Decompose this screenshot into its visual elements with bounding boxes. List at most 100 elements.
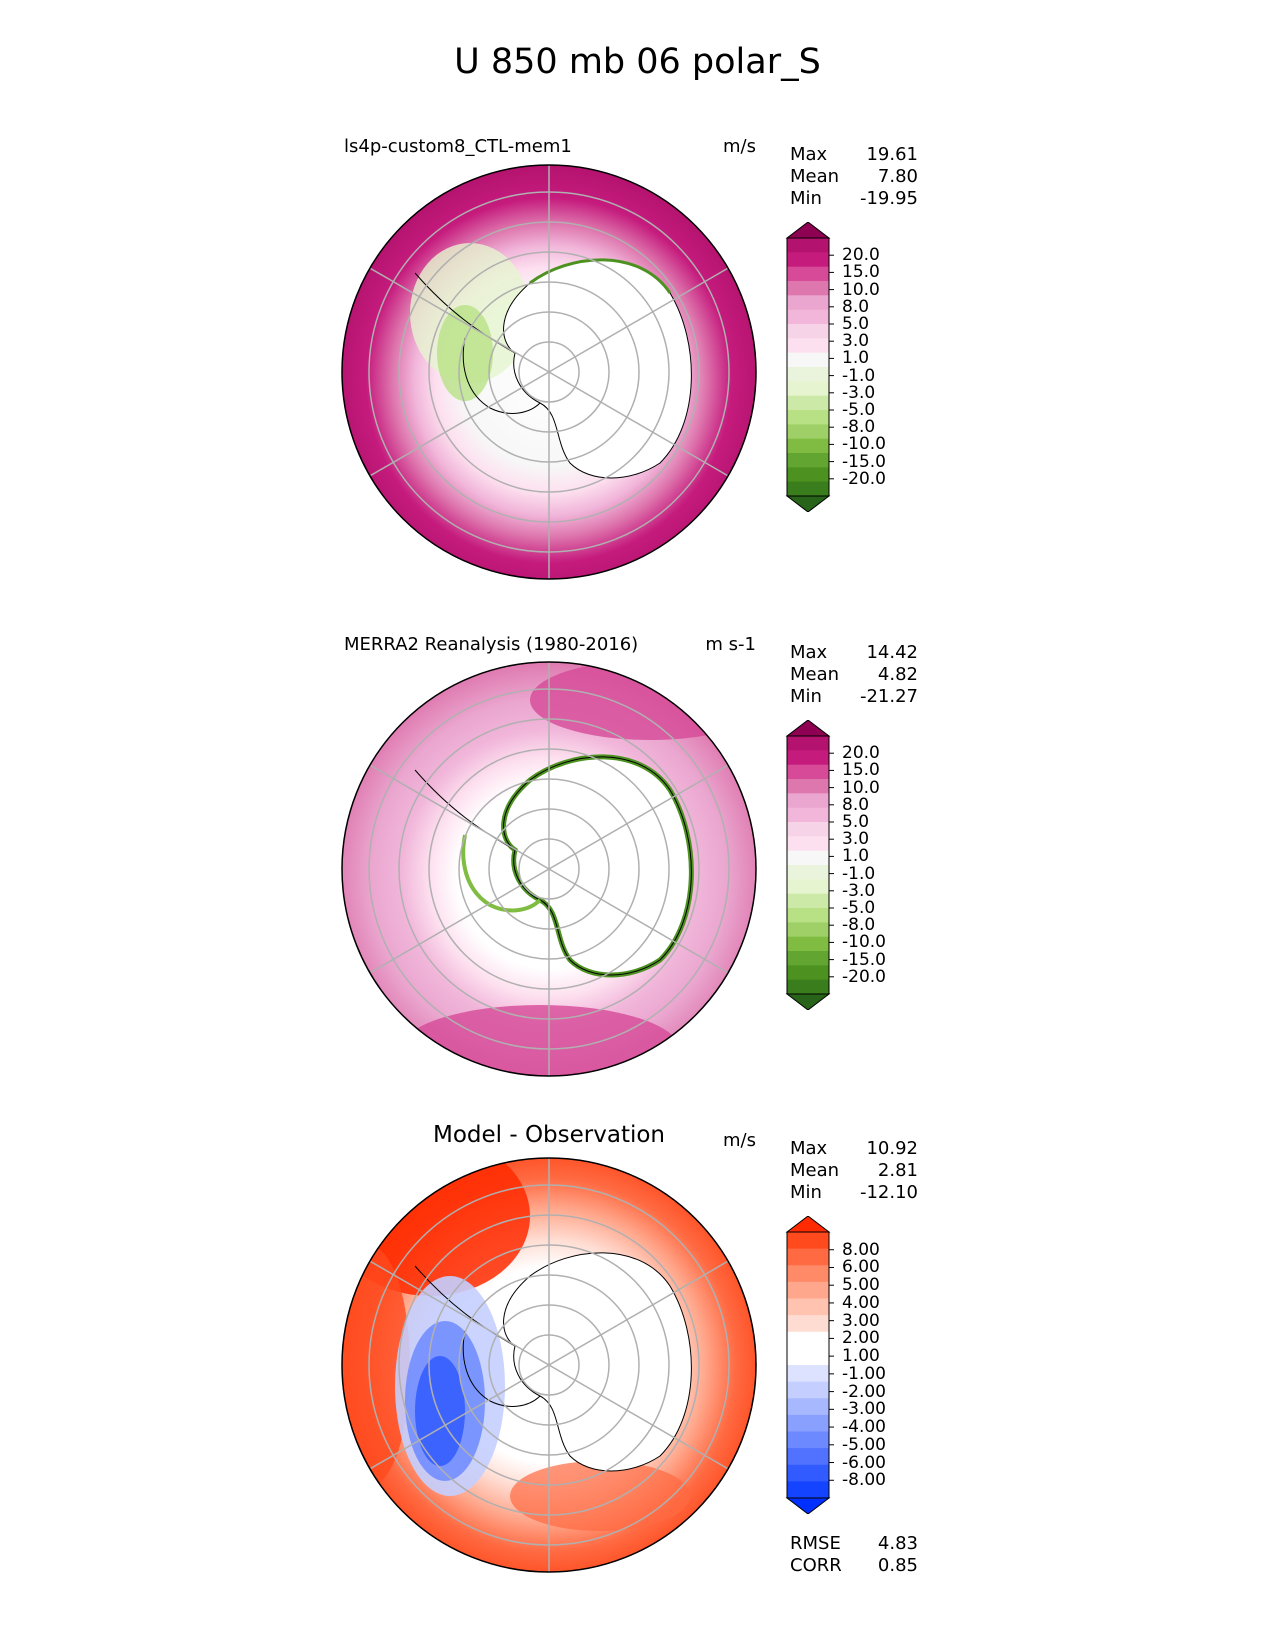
colorbar-segment (787, 779, 829, 794)
colorbar-segment (787, 381, 829, 397)
colorbar-tick-label: 8.0 (842, 794, 870, 815)
colorbar-segment (787, 822, 829, 837)
colorbar-tick-label: 20.0 (842, 245, 880, 266)
colorbar-outline (786, 1231, 830, 1499)
stat-label: Min (790, 188, 822, 209)
colorbar-segment (787, 238, 829, 253)
colorbar-tick-label: 1.0 (842, 348, 870, 369)
colorbar-segment (787, 922, 829, 938)
colorbar-tick-label: -3.0 (842, 880, 876, 901)
stat-value: -21.27 (859, 686, 918, 707)
colorbar-segment (787, 736, 829, 751)
colorbar-tick-label: 10.0 (842, 279, 880, 300)
colorbar-segment (787, 1265, 829, 1283)
colorbar-tick-label: -6.00 (842, 1452, 886, 1473)
colorbar-segment (787, 979, 829, 995)
colorbar-segment (787, 793, 829, 809)
colorbar-tick-label: -20.0 (842, 468, 886, 489)
stat-label: Max (790, 642, 828, 663)
colorbar-segment (787, 467, 829, 483)
colorbar-tick-label: -15.0 (842, 451, 886, 472)
colorbar-tick-label: 2.00 (842, 1328, 880, 1349)
colorbar-segment (787, 295, 829, 311)
colorbar-tick-label: -5.0 (842, 400, 876, 420)
stat-value: -12.10 (859, 1182, 918, 1203)
colorbar-segment (787, 865, 829, 880)
polar-map (341, 1157, 757, 1573)
colorbar-tick-label: -2.00 (842, 1381, 886, 1402)
colorbar-segment (787, 1365, 829, 1383)
polar-map (341, 661, 757, 1077)
colorbar-tick-label: -4.00 (842, 1417, 886, 1438)
stat-label: Mean (790, 664, 840, 685)
colorbar-segment (787, 1431, 829, 1449)
colorbar-segment (787, 395, 829, 411)
colorbar-segment (787, 424, 829, 440)
colorbar-tick-label: 3.0 (842, 829, 870, 850)
stat-label: Mean (790, 166, 840, 187)
colorbar-tick-label: 8.0 (842, 296, 870, 317)
colorbar-segment (787, 764, 829, 780)
colorbar-segment (787, 908, 829, 923)
stat-label: Min (790, 1182, 822, 1203)
colorbar-segment (787, 309, 829, 325)
colorbar (785, 1216, 834, 1514)
colorbar-segment (787, 1481, 829, 1499)
colorbar-tick-label: 1.00 (842, 1346, 880, 1367)
metric-label: CORR (790, 1555, 842, 1576)
colorbar-tick-label: 15.0 (842, 760, 880, 781)
panel-title: ls4p-custom8_CTL-mem1 (344, 136, 572, 157)
colorbar-segment (787, 266, 829, 282)
stat-label: Min (790, 686, 822, 707)
stat-value: -19.95 (859, 188, 918, 209)
colorbar-segment (787, 750, 829, 766)
colorbar-tick-label: -5.00 (842, 1434, 886, 1455)
colorbar-tick-label: 3.0 (842, 331, 870, 352)
metric-value: 4.83 (877, 1533, 918, 1554)
colorbar-tick-label: 6.00 (842, 1257, 880, 1278)
colorbar-extend-bottom (785, 495, 831, 512)
colorbar-segment (787, 481, 829, 497)
colorbar-tick-label: 15.0 (842, 262, 880, 283)
colorbar-tick-label: -3.0 (842, 382, 876, 403)
colorbar-tick-label: -3.00 (842, 1399, 886, 1420)
colorbar-segment (787, 1331, 829, 1349)
colorbar-segment (787, 1464, 829, 1482)
colorbar-segment (787, 1448, 829, 1466)
colorbar-tick-label: -10.0 (842, 434, 886, 455)
colorbar-outline (786, 735, 830, 995)
units-label: m/s (723, 136, 756, 157)
units-label: m s-1 (705, 634, 756, 655)
colorbar-segment (787, 850, 829, 866)
colorbar-segment (787, 807, 829, 823)
colorbar-segment (787, 338, 829, 354)
colorbar-tick-label: 5.0 (842, 314, 870, 334)
colorbar-segment (787, 1414, 829, 1432)
colorbar-segment (787, 1348, 829, 1366)
colorbar-tick-label: 20.0 (842, 743, 880, 764)
colorbar-extend-bottom (785, 1497, 831, 1514)
colorbar-segment (787, 1281, 829, 1299)
colorbar-tick-label: -15.0 (842, 949, 886, 970)
colorbar-segment (787, 281, 829, 296)
colorbar-tick-label: -5.0 (842, 898, 876, 918)
colorbar-segment (787, 410, 829, 425)
colorbar-segment (787, 879, 829, 895)
units-label: m/s (723, 1130, 756, 1151)
colorbar-segment (787, 453, 829, 468)
stat-value: 4.82 (877, 664, 918, 685)
polar-map (341, 164, 757, 580)
colorbar-tick-label: 3.00 (842, 1310, 880, 1331)
colorbar-tick-label: -8.0 (842, 915, 876, 936)
colorbar-segment (787, 367, 829, 382)
stat-value: 14.42 (866, 642, 918, 663)
stat-value: 19.61 (866, 144, 918, 165)
metric-label: RMSE (790, 1533, 841, 1554)
metric-value: 0.85 (877, 1555, 918, 1576)
stats-box: Max 10.92 Mean 2.81 Min -12.10 (790, 1138, 918, 1204)
colorbar-tick-label: 4.00 (842, 1292, 880, 1313)
panel-title: MERRA2 Reanalysis (1980-2016) (344, 634, 639, 655)
colorbar-segment (787, 438, 829, 454)
colorbar-segment (787, 951, 829, 966)
stats-box: Max 19.61 Mean 7.80 Min -19.95 (790, 144, 918, 210)
